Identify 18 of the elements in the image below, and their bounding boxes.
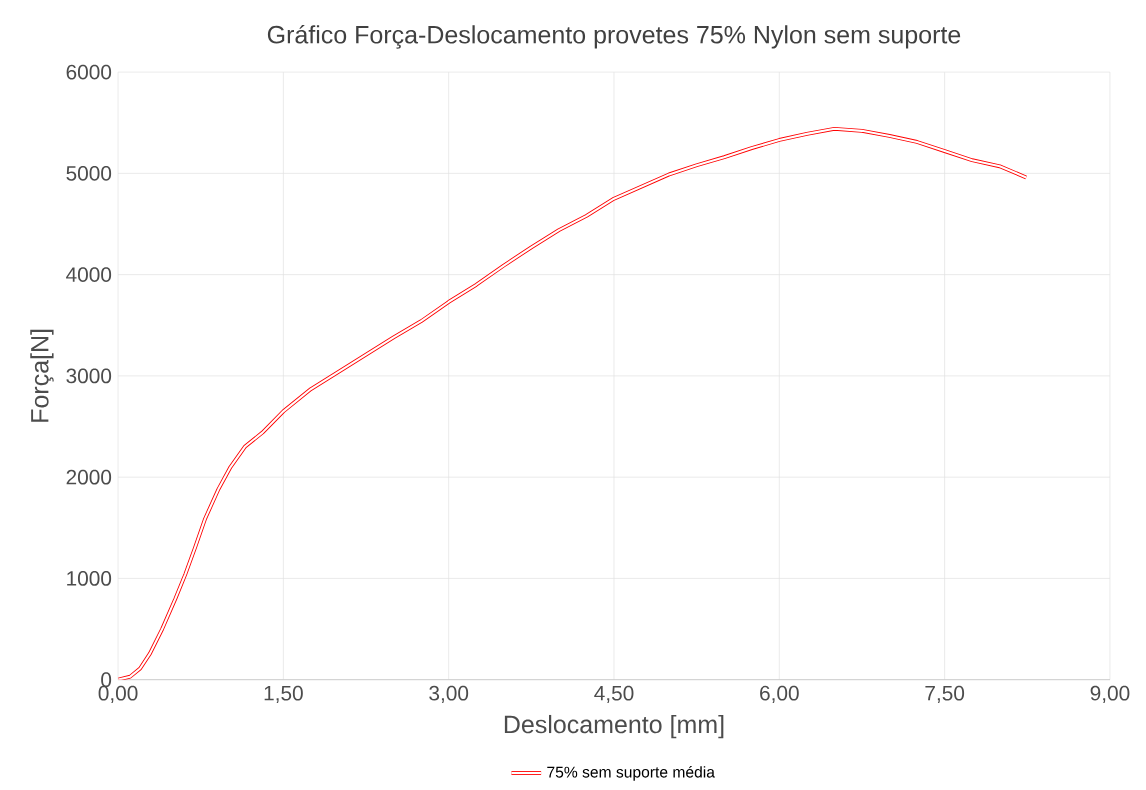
y-tick-label: 5000 bbox=[66, 165, 112, 181]
x-axis-title: Deslocamento [mm] bbox=[504, 714, 724, 739]
x-tick-label: 0,00 bbox=[98, 685, 138, 703]
y-tick-label: 4000 bbox=[66, 267, 112, 282]
x-tick-label: 6,00 bbox=[760, 685, 799, 703]
x-tick-label: 7,50 bbox=[925, 685, 965, 703]
y-tick-label: 2000 bbox=[66, 469, 112, 485]
y-tick-label: 6000 bbox=[66, 64, 112, 80]
legend-label: 75% sem suporte média bbox=[547, 765, 715, 781]
y-tick-label: 1000 bbox=[67, 570, 112, 586]
chart-title: Gráfico Força-Deslocamento provetes 75% Nylon sem suporte bbox=[267, 24, 961, 49]
y-tick-label: 0 bbox=[101, 672, 112, 687]
x-tick-label: 3,00 bbox=[429, 685, 469, 703]
x-tick-label: 4,50 bbox=[594, 685, 634, 703]
y-axis-title: Força[N] bbox=[30, 329, 54, 422]
y-tick-label: 3000 bbox=[66, 368, 112, 384]
x-tick-label: 1,50 bbox=[264, 685, 303, 703]
x-tick-label: 9,00 bbox=[1090, 685, 1130, 703]
